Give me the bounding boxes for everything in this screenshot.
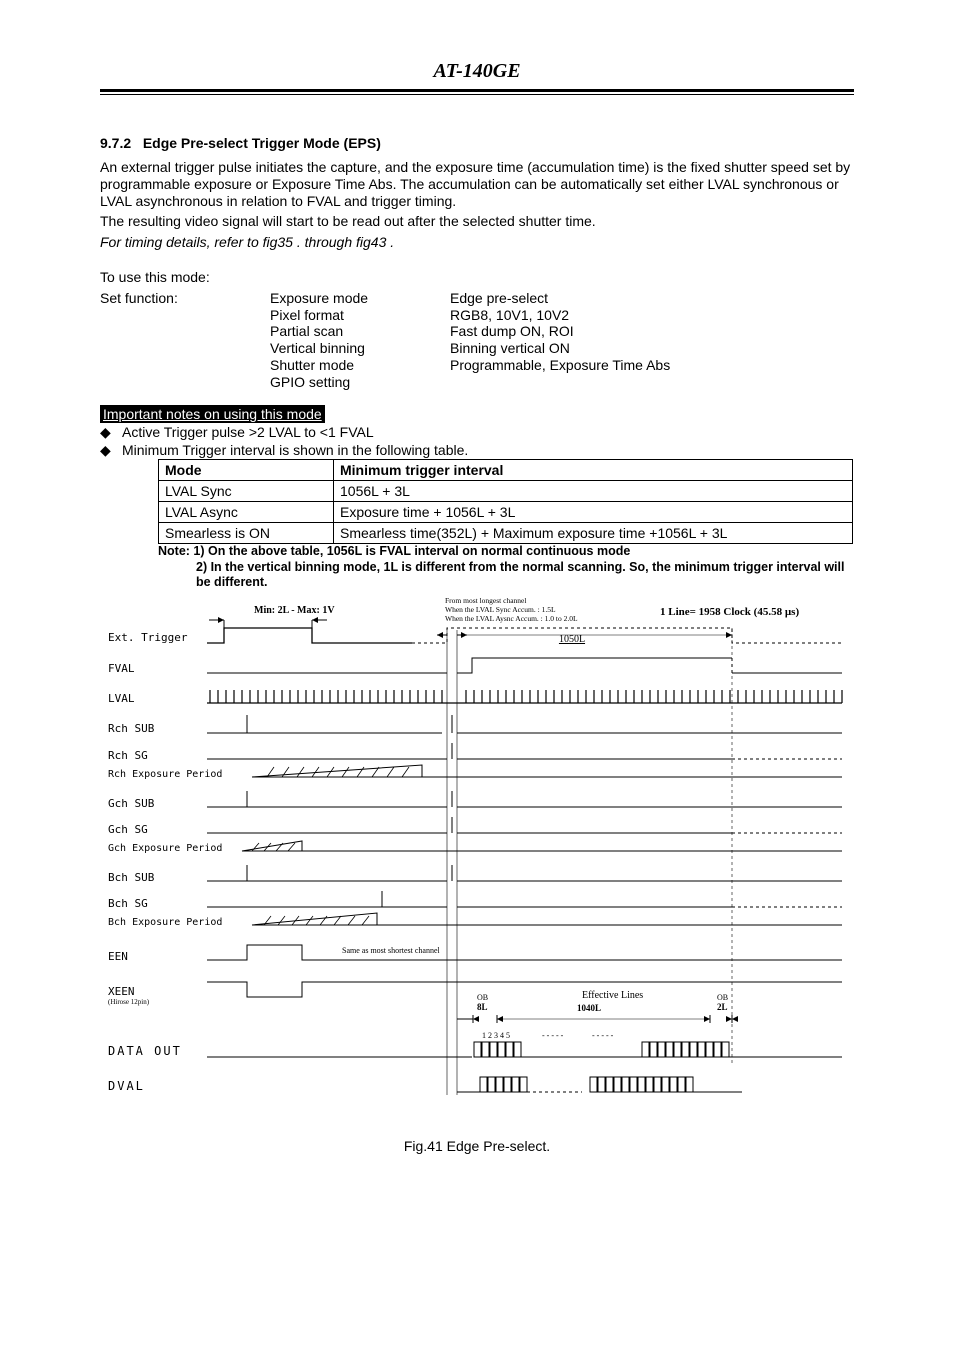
bullet-1-text: Active Trigger pulse >2 LVAL to <1 FVAL bbox=[122, 424, 374, 440]
ob-left: OB bbox=[477, 993, 488, 1002]
one-line-label: 1 Line= 1958 Clock (45.58 µs) bbox=[660, 606, 799, 618]
top-text-2: When the LVAL Sync Accum. : 1.5L bbox=[445, 605, 556, 614]
row-label: Rch Exposure Period bbox=[108, 769, 222, 780]
row-label: DATA OUT bbox=[108, 1044, 182, 1058]
data-nums: 1 2 3 4 5 bbox=[482, 1031, 510, 1040]
table-row: LVAL Sync 1056L + 3L bbox=[159, 480, 853, 501]
row-label: Rch SG bbox=[108, 749, 148, 762]
th-interval: Minimum trigger interval bbox=[334, 459, 853, 480]
settings-key-2: Partial scan bbox=[270, 323, 450, 340]
table-note-1: Note: 1) On the above table, 1056L is FV… bbox=[158, 544, 854, 560]
para-2: The resulting video signal will start to… bbox=[100, 213, 854, 230]
row-label: XEEN bbox=[108, 985, 135, 998]
row-label: DVAL bbox=[108, 1079, 145, 1093]
row-label: Rch SUB bbox=[108, 722, 155, 735]
top-text-1: From most longest channel bbox=[445, 596, 526, 605]
table-row: LVAL Async Exposure time + 1056L + 3L bbox=[159, 501, 853, 522]
row-label: Bch Exposure Period bbox=[108, 917, 222, 928]
bullet-2-text: Minimum Trigger interval is shown in the… bbox=[122, 442, 468, 458]
bullet-1: ◆Active Trigger pulse >2 LVAL to <1 FVAL bbox=[100, 423, 854, 441]
settings-label: Set function: bbox=[100, 290, 270, 307]
top-text-3: When the LVAL Aysnc Accum. : 1.0 to 2.0L bbox=[445, 614, 578, 623]
ob-right: OB bbox=[717, 993, 728, 1002]
settings-key-4: Shutter mode bbox=[270, 357, 450, 374]
eff-lines: Effective Lines bbox=[582, 990, 643, 1001]
settings-key-1: Pixel format bbox=[270, 307, 450, 324]
row-label: Gch Exposure Period bbox=[108, 843, 222, 854]
table-row: Smearless is ON Smearless time(352L) + M… bbox=[159, 522, 853, 543]
usage-intro: To use this mode: bbox=[100, 269, 854, 286]
settings-val-3: Binning vertical ON bbox=[450, 340, 854, 357]
xeen-sub: (Hirose 12pin) bbox=[108, 998, 150, 1006]
eff-1040: 1040L bbox=[577, 1003, 601, 1013]
ob-2l: 2L bbox=[717, 1002, 728, 1012]
svg-text:- - - - -: - - - - - bbox=[542, 1031, 564, 1040]
n1050l: 1050L bbox=[559, 634, 585, 645]
settings-val-5 bbox=[450, 374, 854, 391]
min-max-label: Min: 2L - Max: 1V bbox=[254, 605, 335, 616]
ob-8l: 8L bbox=[477, 1002, 488, 1012]
important-heading: Important notes on using this mode bbox=[100, 405, 325, 423]
svg-text:- - - - -: - - - - - bbox=[592, 1031, 614, 1040]
section-number: 9.7.2 bbox=[100, 135, 131, 151]
settings-key-5: GPIO setting bbox=[270, 374, 450, 391]
para-3: For timing details, refer to fig35 . thr… bbox=[100, 234, 854, 251]
header-rule bbox=[100, 89, 854, 95]
row-label: Bch SG bbox=[108, 897, 148, 910]
th-mode: Mode bbox=[159, 459, 334, 480]
modes-table: Mode Minimum trigger interval LVAL Sync … bbox=[158, 459, 853, 544]
settings-val-2: Fast dump ON, ROI bbox=[450, 323, 854, 340]
figure-caption: Fig.41 Edge Pre-select. bbox=[100, 1138, 854, 1154]
settings-val-1: RGB8, 10V1, 10V2 bbox=[450, 307, 854, 324]
bullet-2: ◆Minimum Trigger interval is shown in th… bbox=[100, 441, 854, 459]
page-title: AT-140GE bbox=[100, 60, 854, 83]
section-title: Edge Pre-select Trigger Mode (EPS) bbox=[143, 135, 381, 151]
table-note-2: 2) In the vertical binning mode, 1L is d… bbox=[158, 560, 854, 591]
para-1: An external trigger pulse initiates the … bbox=[100, 159, 854, 209]
settings-key-0: Exposure mode bbox=[270, 290, 450, 307]
row-label: Gch SUB bbox=[108, 797, 155, 810]
row-label: Ext. Trigger bbox=[108, 631, 188, 644]
row-label: Bch SUB bbox=[108, 871, 155, 884]
section-heading: 9.7.2 Edge Pre-select Trigger Mode (EPS) bbox=[100, 135, 854, 151]
row-label: LVAL bbox=[108, 692, 135, 705]
row-label: FVAL bbox=[108, 662, 135, 675]
same-as-label: Same as most shortest channel bbox=[342, 946, 441, 955]
settings-val-0: Edge pre-select bbox=[450, 290, 854, 307]
settings-key-3: Vertical binning bbox=[270, 340, 450, 357]
timing-diagram: Min: 2L - Max: 1V From most longest chan… bbox=[102, 595, 852, 1128]
settings-val-4: Programmable, Exposure Time Abs bbox=[450, 357, 854, 374]
settings-grid: Set function: Exposure mode Edge pre-sel… bbox=[100, 290, 854, 391]
row-label: EEN bbox=[108, 950, 128, 963]
row-label: Gch SG bbox=[108, 823, 148, 836]
